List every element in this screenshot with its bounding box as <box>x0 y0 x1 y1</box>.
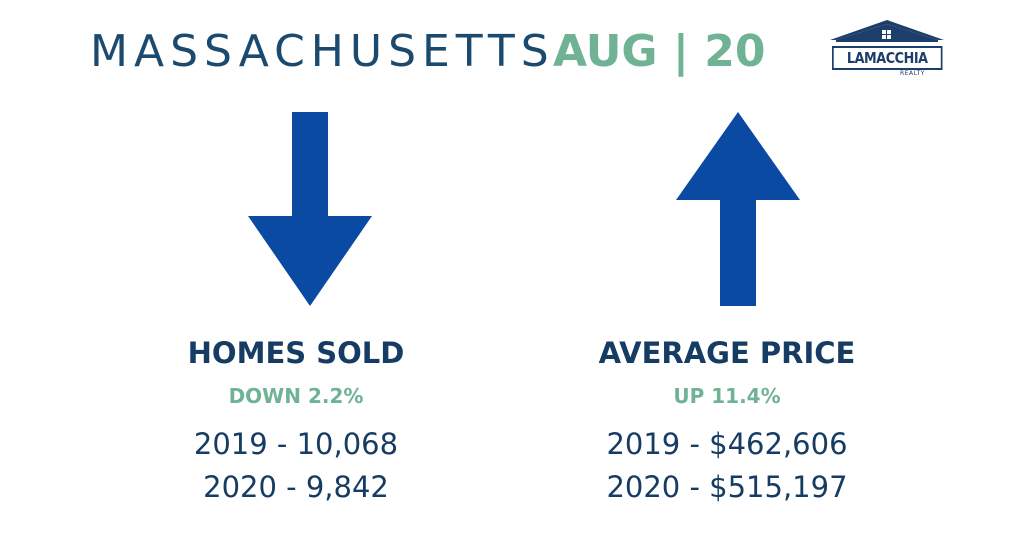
state-title: MASSACHUSETTS <box>90 26 555 77</box>
homes-sold-heading: HOMES SOLD <box>187 336 405 370</box>
average-price-heading: AVERAGE PRICE <box>598 336 856 370</box>
arrow-up-icon <box>676 112 800 306</box>
average-price-change: UP 11.4% <box>673 384 781 408</box>
average-price-block: AVERAGE PRICE UP 11.4% 2019 - $462,606 2… <box>547 336 907 505</box>
average-price-2020: 2020 - $515,197 <box>606 470 848 504</box>
homes-sold-2019: 2019 - 10,068 <box>193 427 399 461</box>
homes-sold-block: HOMES SOLD DOWN 2.2% 2019 - 10,068 2020 … <box>116 336 476 505</box>
house-roof-icon <box>830 20 944 42</box>
date-title: AUG | 20 <box>553 26 766 77</box>
logo-wordmark: LAMACCHIA <box>832 46 943 70</box>
average-price-2019: 2019 - $462,606 <box>606 427 848 461</box>
logo-subtitle: REALTY <box>900 70 925 77</box>
homes-sold-2020: 2020 - 9,842 <box>203 470 389 504</box>
arrow-down-icon <box>248 112 372 306</box>
lamacchia-logo: LAMACCHIA REALTY <box>822 18 952 80</box>
homes-sold-change: DOWN 2.2% <box>228 384 364 408</box>
